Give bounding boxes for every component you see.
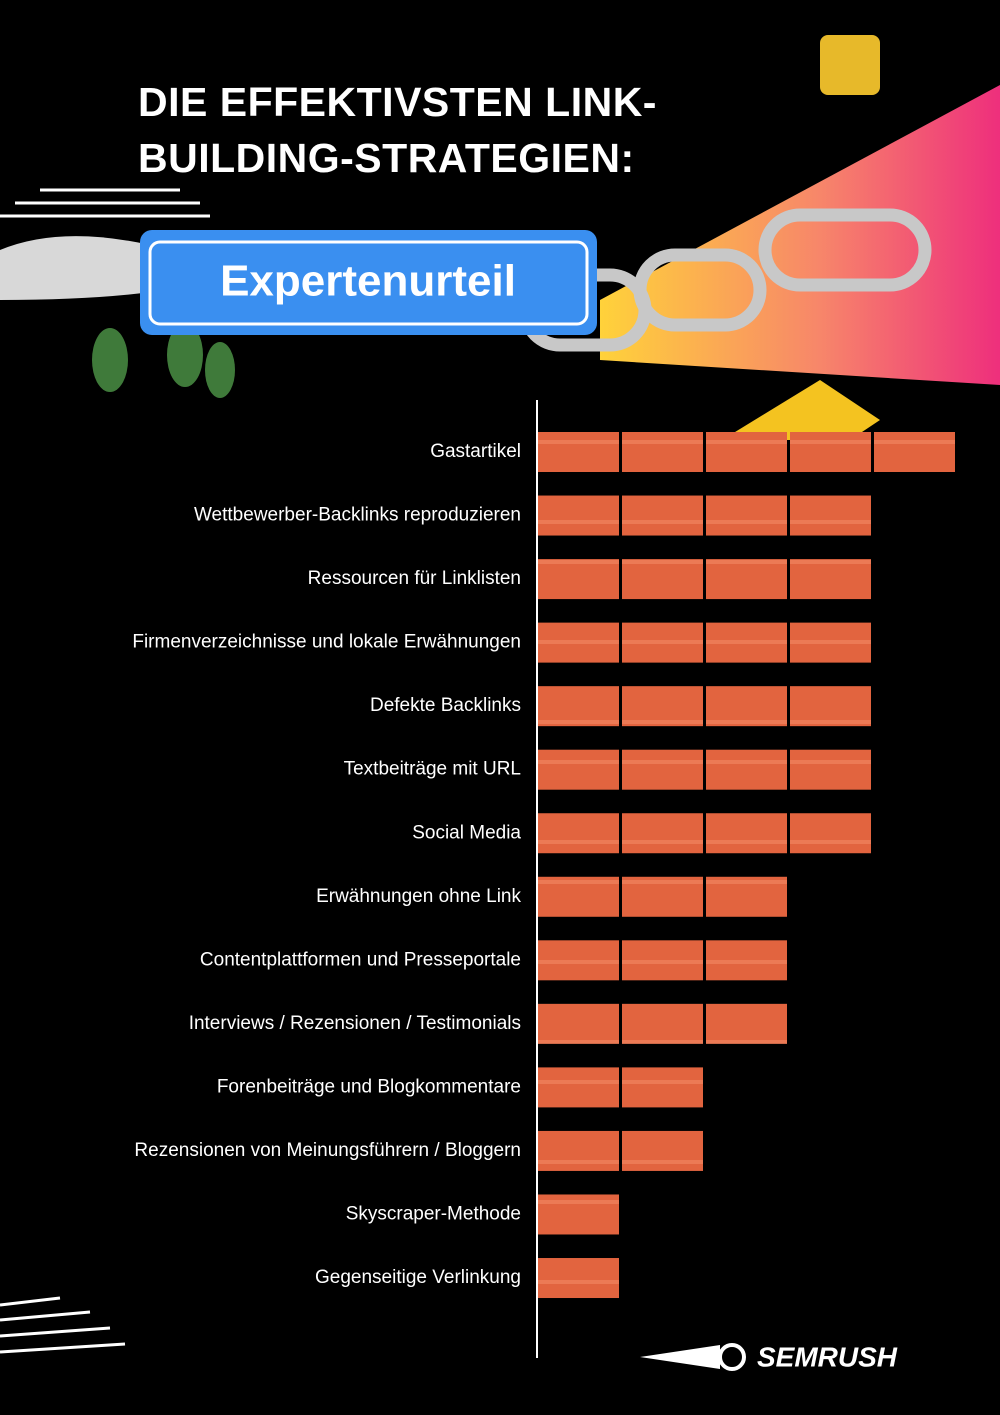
- bar: [538, 1258, 619, 1299]
- bar: [538, 940, 787, 981]
- light-beam: [600, 85, 1000, 385]
- bar: [538, 432, 955, 472]
- stripes: [0, 188, 210, 1354]
- bar: [538, 622, 871, 663]
- category-label: Wettbewerber-Backlinks reproduzieren: [194, 505, 521, 526]
- crane-hook: [820, 35, 880, 95]
- category-label: Firmenverzeichnisse und lokale Erwähnung…: [132, 632, 521, 653]
- category-label: Contentplattformen und Presseportale: [200, 949, 521, 970]
- category-label: Forenbeiträge und Blogkommentare: [217, 1076, 521, 1097]
- bar: [538, 1194, 619, 1235]
- category-label: Textbeiträge mit URL: [344, 759, 521, 780]
- leaves: [92, 323, 235, 398]
- logo: SEMRUSH: [640, 1341, 898, 1372]
- bar: [538, 1067, 703, 1108]
- bar: [538, 495, 871, 536]
- bar: [538, 559, 871, 600]
- hand: [0, 236, 165, 300]
- subtitle-box: [140, 230, 597, 335]
- category-label: Interviews / Rezensionen / Testimonials: [189, 1013, 521, 1034]
- category-label: Erwähnungen ohne Link: [316, 886, 521, 907]
- bar: [538, 876, 787, 917]
- subtitle: Expertenurteil: [220, 257, 516, 306]
- category-label: Gegenseitige Verlinkung: [315, 1267, 521, 1288]
- bar: [538, 686, 871, 727]
- bar: [538, 1003, 787, 1044]
- category-label: Ressourcen für Linklisten: [308, 568, 521, 589]
- category-label: Rezensionen von Meinungsführern / Blogge…: [134, 1140, 521, 1161]
- category-label: Skyscraper-Methode: [346, 1203, 521, 1224]
- category-label: Gastartikel: [430, 441, 521, 462]
- category-label: Social Media: [412, 822, 521, 843]
- category-label: Defekte Backlinks: [370, 695, 521, 716]
- bar: [538, 749, 871, 790]
- brand: SEMRUSH: [757, 1341, 898, 1372]
- bar: [538, 813, 871, 854]
- trowel: [722, 380, 880, 440]
- subtitle-frame: [148, 240, 589, 326]
- title: DIE EFFEKTIVSTEN LINK-BUILDING-STRATEGIE…: [138, 79, 657, 181]
- bar: [538, 1130, 703, 1171]
